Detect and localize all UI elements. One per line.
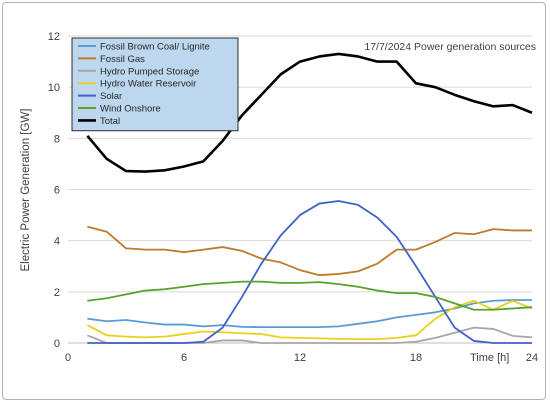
y-tick-label: 2 [54, 287, 60, 299]
y-tick-label: 10 [48, 82, 60, 94]
series-line-hydro-water-reservoir [86, 299, 533, 341]
y-axis-label: Electric Power Generation [GW] [20, 109, 32, 272]
legend-label: Hydro Water Reservoir [100, 79, 196, 90]
x-tick-label: 12 [294, 352, 306, 364]
legend-label: Solar [100, 91, 122, 102]
series-line-wind-onshore [87, 280, 533, 311]
series-lines [86, 52, 533, 344]
series-line-total [86, 52, 533, 173]
legend-label: Wind Onshore [100, 104, 161, 115]
y-tick-label: 4 [54, 236, 60, 248]
y-tick-label: 12 [48, 31, 60, 43]
chart-title: 17/7/2024 Power generation sources [364, 41, 536, 53]
series-line-fossil-brown-coal-lignite [87, 299, 532, 329]
x-tick-label: 24 [526, 352, 538, 364]
y-tick-label: 6 [54, 185, 60, 197]
legend-label: Fossil Brown Coal/ Lignite [100, 42, 210, 53]
series-line-solar [87, 200, 532, 344]
legend-label: Total [100, 116, 120, 127]
legend-box [71, 37, 239, 132]
y-tick-label: 0 [54, 338, 60, 350]
x-tick-label: 0 [65, 352, 71, 364]
legend-label: Hydro Pumped Storage [100, 66, 199, 77]
series-line-fossil-gas [87, 225, 532, 277]
x-tick-label: 18 [410, 352, 422, 364]
x-axis-label: Time [h] [470, 352, 509, 364]
legend-label: Fossil Gas [100, 54, 145, 65]
x-tick-label: 6 [181, 352, 187, 364]
y-tick-label: 8 [54, 133, 60, 145]
